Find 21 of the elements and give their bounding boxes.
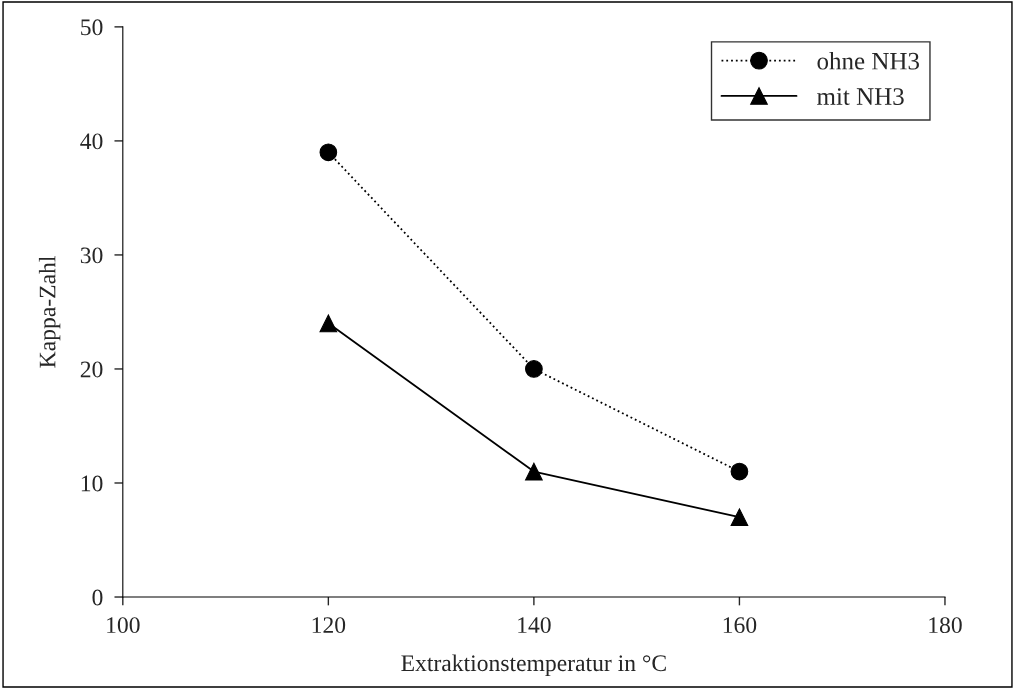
point bbox=[525, 360, 543, 378]
y-tick-label: 40 bbox=[80, 133, 103, 150]
point bbox=[730, 508, 749, 527]
point bbox=[730, 462, 749, 481]
y-tick-label: 30 bbox=[80, 247, 103, 264]
point bbox=[525, 462, 543, 481]
y-tick-label: 20 bbox=[80, 361, 103, 378]
y-axis-title: Kappa-Zahl bbox=[38, 256, 61, 368]
x-tick-label: 120 bbox=[312, 617, 346, 634]
y-tick-label: 10 bbox=[81, 475, 103, 492]
legend-label: mit NH3 bbox=[817, 88, 904, 105]
point bbox=[319, 143, 338, 162]
y-tick-label: 50 bbox=[81, 19, 103, 36]
legend-label: ohne NH3 bbox=[817, 52, 919, 70]
x-tick-label: 180 bbox=[929, 617, 962, 634]
x-tick-label: 140 bbox=[518, 617, 551, 634]
x-axis-title: Extraktionstemperatur in °C bbox=[401, 654, 666, 676]
y-tick-label: 0 bbox=[92, 589, 103, 606]
x-tick-label: 160 bbox=[723, 617, 757, 634]
point bbox=[319, 314, 338, 333]
x-tick-label: 100 bbox=[107, 617, 140, 634]
